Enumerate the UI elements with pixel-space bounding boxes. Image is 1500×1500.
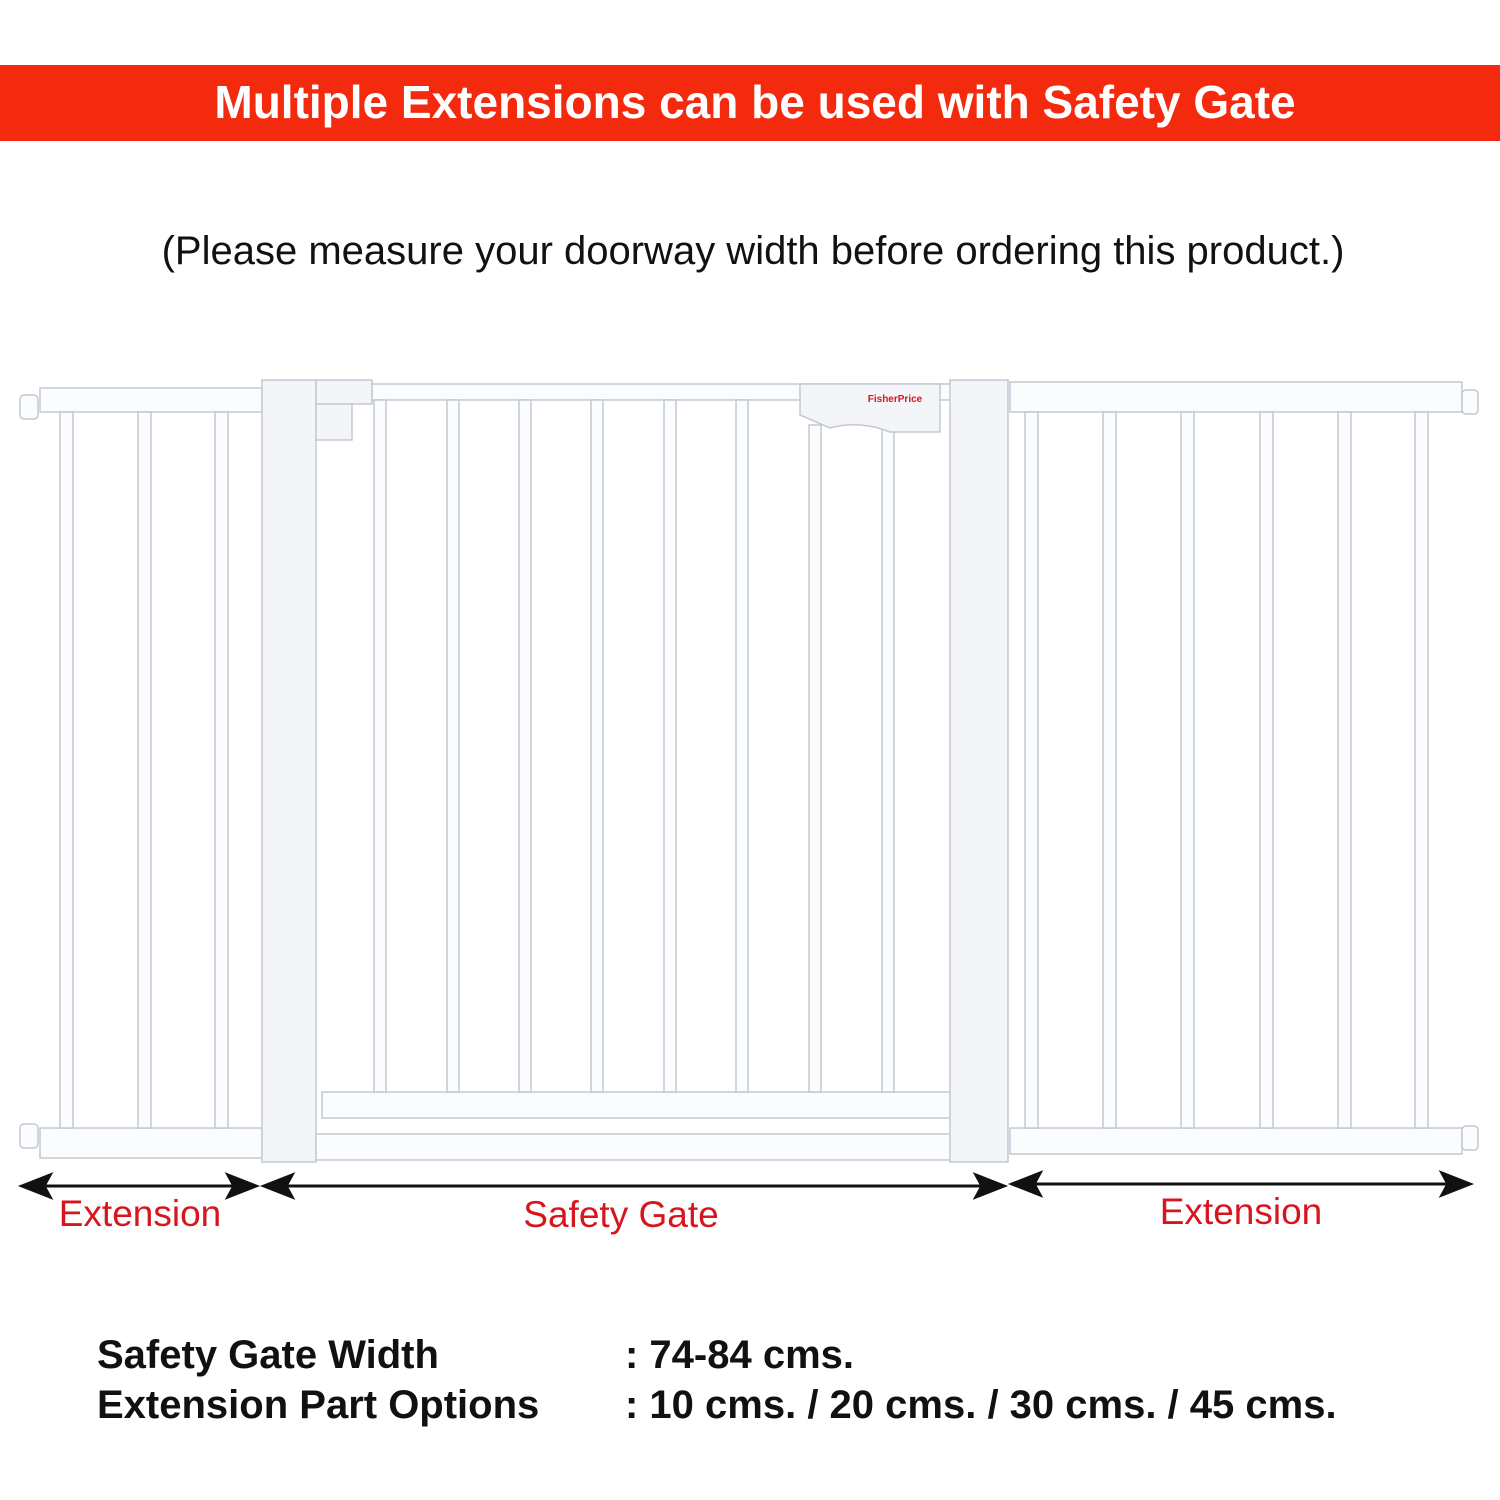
bar xyxy=(1259,411,1274,1129)
label-safety-gate: Safety Gate xyxy=(523,1194,718,1235)
bar xyxy=(446,399,460,1093)
bar xyxy=(1180,411,1195,1129)
bar xyxy=(59,411,74,1129)
bar xyxy=(1102,411,1117,1129)
latch-handle xyxy=(799,383,941,433)
banner-title: Multiple Extensions can be used with Saf… xyxy=(214,76,1295,128)
bar xyxy=(518,399,532,1093)
right-bottom-rail xyxy=(1009,1127,1463,1155)
bar xyxy=(214,411,229,1129)
banner xyxy=(0,65,1500,141)
label-extension: Extension xyxy=(1160,1191,1323,1232)
gate-bars xyxy=(373,399,895,1093)
left-top-rail xyxy=(39,387,263,413)
arrow-heads xyxy=(1007,1170,1475,1198)
right-knob xyxy=(1461,1125,1479,1151)
bar xyxy=(373,399,387,1093)
arrow-heads xyxy=(259,1172,1009,1200)
gate-illustration: FisherPrice xyxy=(19,379,1479,1163)
dimension-arrows xyxy=(17,1170,1475,1200)
left-knob xyxy=(19,394,39,420)
bar xyxy=(663,399,677,1093)
label-extension: Extension xyxy=(59,1193,222,1234)
subtitle: (Please measure your doorway width befor… xyxy=(162,229,1345,273)
bar xyxy=(1414,411,1429,1129)
right-post xyxy=(949,379,1009,1163)
gate-bottom xyxy=(315,1133,953,1161)
left-bottom-rail xyxy=(39,1127,263,1159)
spec-value: : 10 cms. / 20 cms. / 30 cms. / 45 cms. xyxy=(625,1383,1337,1427)
hinge xyxy=(315,379,373,405)
bar xyxy=(735,399,749,1093)
right-knob xyxy=(1461,389,1479,415)
logo: FisherPrice xyxy=(868,394,923,405)
gate-lower-rail xyxy=(321,1091,953,1119)
right-top-rail xyxy=(1009,381,1463,413)
left-post xyxy=(261,379,317,1163)
bar xyxy=(1024,411,1039,1129)
bar xyxy=(808,424,822,1093)
spec-label: Safety Gate Width xyxy=(97,1333,439,1377)
bar xyxy=(590,399,604,1093)
left-knob xyxy=(19,1123,39,1149)
spec-label: Extension Part Options xyxy=(97,1383,539,1427)
bar xyxy=(1337,411,1352,1129)
bar xyxy=(881,424,895,1093)
arrow-heads xyxy=(17,1172,261,1200)
spec-value: : 74-84 cms. xyxy=(625,1333,854,1377)
bar xyxy=(137,411,152,1129)
hinge xyxy=(315,403,353,441)
